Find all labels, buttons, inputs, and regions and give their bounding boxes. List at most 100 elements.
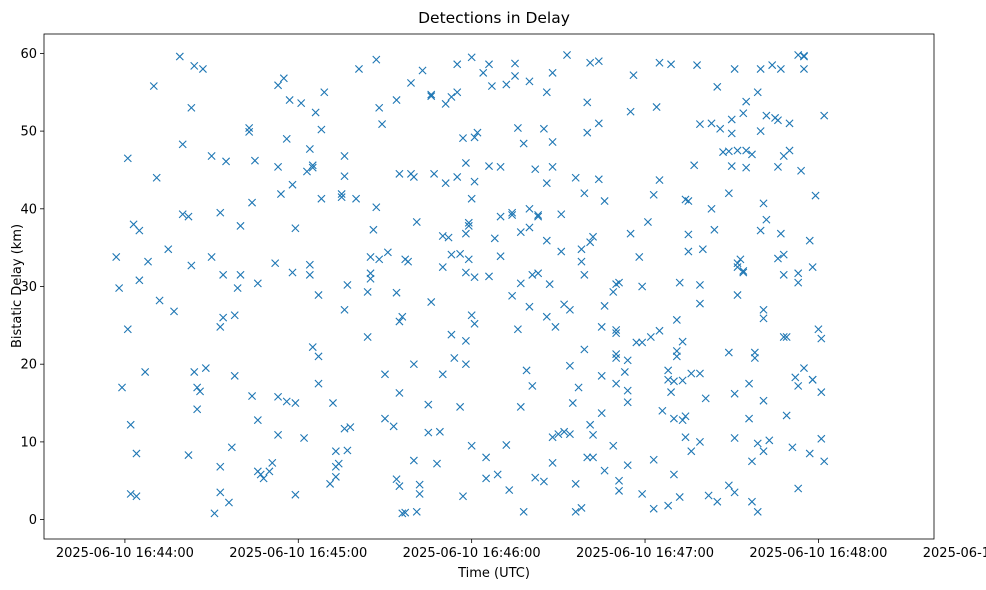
data-point (693, 61, 702, 70)
data-point (317, 125, 326, 134)
plot-area (43, 33, 935, 540)
data-point (615, 486, 624, 495)
data-point (730, 64, 739, 73)
data-point (490, 234, 499, 243)
data-point (684, 247, 693, 256)
data-point (574, 383, 583, 392)
data-point (482, 474, 491, 483)
data-point (409, 360, 418, 369)
data-point (259, 474, 268, 483)
data-point (649, 455, 658, 464)
data-point (227, 443, 236, 452)
data-point (638, 338, 647, 347)
data-point (695, 369, 704, 378)
data-point (710, 225, 719, 234)
data-point (577, 257, 586, 266)
data-point (762, 215, 771, 224)
data-point (438, 263, 447, 272)
data-point (586, 420, 595, 429)
data-point (144, 257, 153, 266)
data-point (190, 367, 199, 376)
x-tick-label: 2025-06-10 16:47:00 (576, 546, 714, 561)
data-point (516, 279, 525, 288)
data-point (794, 484, 803, 493)
data-point (773, 116, 782, 125)
data-point (276, 190, 285, 199)
data-point (747, 497, 756, 506)
data-point (522, 366, 531, 375)
data-point (747, 150, 756, 159)
data-point (565, 361, 574, 370)
data-point (412, 218, 421, 227)
data-point (759, 396, 768, 405)
data-point (548, 68, 557, 77)
data-point (123, 154, 132, 163)
data-point (649, 190, 658, 199)
x-tick-label: 2025-06-10 16:48:00 (749, 546, 887, 561)
data-point (820, 111, 829, 120)
data-point (314, 379, 323, 388)
y-tick-label: 40 (20, 202, 37, 217)
data-point (343, 280, 352, 289)
data-point (178, 210, 187, 219)
data-point (487, 82, 496, 91)
data-point (308, 343, 317, 352)
data-point (135, 226, 144, 235)
data-point (571, 173, 580, 182)
data-point (248, 198, 257, 207)
data-point (730, 389, 739, 398)
data-point (132, 449, 141, 458)
data-point (776, 229, 785, 238)
data-point (395, 482, 404, 491)
data-point (196, 387, 205, 396)
data-point (525, 204, 534, 213)
data-point (756, 64, 765, 73)
data-point (464, 255, 473, 264)
data-point (372, 55, 381, 64)
data-point (733, 259, 742, 268)
data-point (565, 430, 574, 439)
data-point (470, 177, 479, 186)
data-point (797, 166, 806, 175)
data-point (155, 296, 164, 305)
data-point (366, 274, 375, 283)
x-tick-label: 2025-06-10 16:45:00 (229, 546, 367, 561)
data-point (409, 456, 418, 465)
data-point (779, 270, 788, 279)
data-point (435, 427, 444, 436)
data-point (756, 127, 765, 136)
data-point (799, 52, 808, 61)
data-point (713, 82, 722, 91)
data-point (363, 287, 372, 296)
data-point (655, 176, 664, 185)
data-point (747, 457, 756, 466)
data-point (739, 109, 748, 118)
data-point (759, 199, 768, 208)
data-point (432, 459, 441, 468)
data-point (577, 245, 586, 254)
data-point (753, 439, 762, 448)
data-point (594, 175, 603, 184)
data-point (253, 279, 262, 288)
data-point (352, 194, 361, 203)
data-point (762, 111, 771, 120)
data-point (583, 128, 592, 137)
data-point (600, 466, 609, 475)
data-point (516, 402, 525, 411)
data-point (817, 434, 826, 443)
data-point (398, 312, 407, 321)
data-point (430, 169, 439, 178)
data-point (210, 509, 219, 518)
data-point (447, 250, 456, 259)
data-point (337, 190, 346, 199)
data-point (808, 375, 817, 384)
data-point (354, 64, 363, 73)
data-point (340, 305, 349, 314)
data-point (542, 312, 551, 321)
x-tick-label: 2025-06-10 16:46:00 (403, 546, 541, 561)
data-point (216, 488, 225, 497)
data-point (765, 436, 774, 445)
data-point (395, 317, 404, 326)
data-point (271, 259, 280, 268)
data-point (219, 270, 228, 279)
